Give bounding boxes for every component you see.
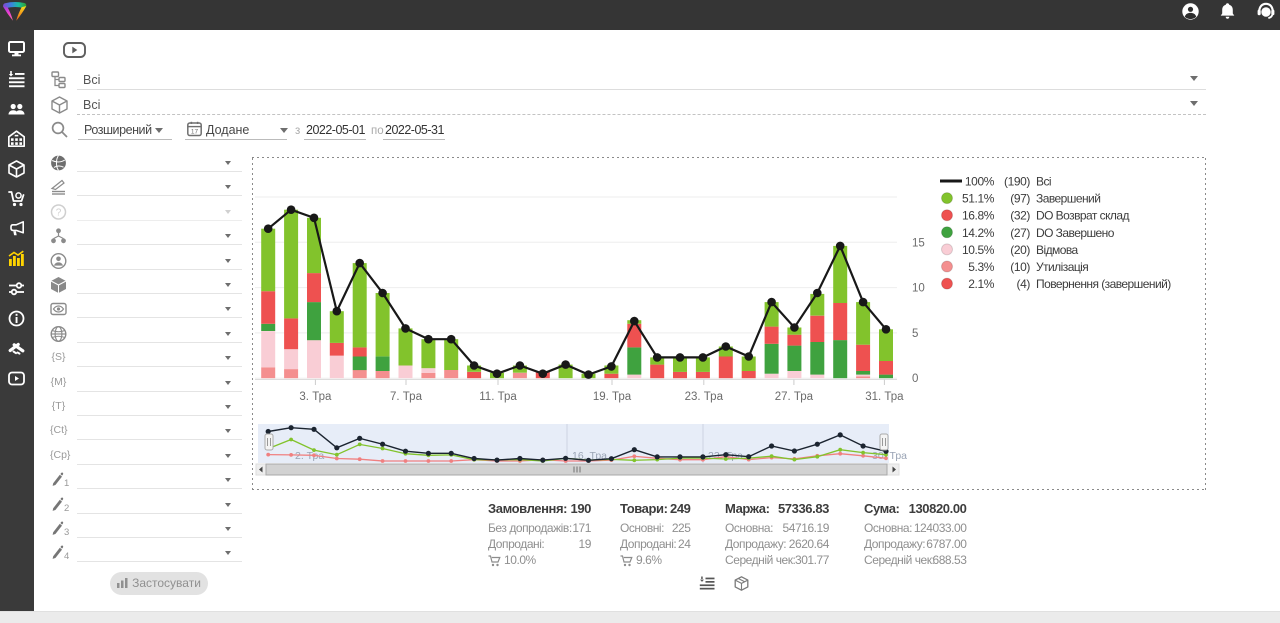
svg-text:(10): (10) [1010,260,1030,274]
svg-text:Утилізація: Утилізація [1036,260,1088,274]
svg-text:23. Тра: 23. Тра [685,391,724,403]
svg-text:Всі: Всі [1036,175,1051,189]
svg-text:?: ? [56,208,62,219]
svg-text:DO Возврат склад: DO Возврат склад [1036,209,1129,223]
svg-text:(4): (4) [1017,277,1031,291]
svg-text:5.3%: 5.3% [968,260,994,274]
svg-text:16.8%: 16.8% [962,209,995,223]
svg-text:31. Тра: 31. Тра [865,391,904,403]
svg-text:5: 5 [912,328,918,340]
svg-text:100%: 100% [965,175,995,189]
svg-text:(190): (190) [1004,175,1030,189]
svg-text:10.5%: 10.5% [962,243,995,257]
svg-text:Завершений: Завершений [1036,192,1100,206]
svg-text:17: 17 [191,128,199,135]
svg-text:51.1%: 51.1% [962,192,995,206]
svg-text:27. Тра: 27. Тра [775,391,814,403]
svg-text:3. Тра: 3. Тра [299,391,332,403]
svg-text:14.2%: 14.2% [962,226,995,240]
svg-text:11. Тра: 11. Тра [479,391,517,403]
svg-text:(97): (97) [1010,192,1030,206]
svg-text:(32): (32) [1010,209,1030,223]
svg-text:DO Завершено: DO Завершено [1036,226,1115,240]
svg-text:Відмова: Відмова [1036,243,1079,257]
svg-text:(20): (20) [1010,243,1030,257]
svg-text:10: 10 [912,283,925,295]
svg-text:15: 15 [912,237,925,249]
svg-text:2. Тра: 2. Тра [295,450,324,462]
svg-text:2.1%: 2.1% [968,277,994,291]
svg-text:0: 0 [912,373,918,385]
svg-text:7. Тра: 7. Тра [390,391,423,403]
svg-text:(27): (27) [1010,226,1030,240]
svg-text:19. Тра: 19. Тра [593,391,632,403]
svg-text:30. Тра: 30. Тра [872,450,907,462]
svg-text:Повернення (завершений): Повернення (завершений) [1036,277,1171,291]
